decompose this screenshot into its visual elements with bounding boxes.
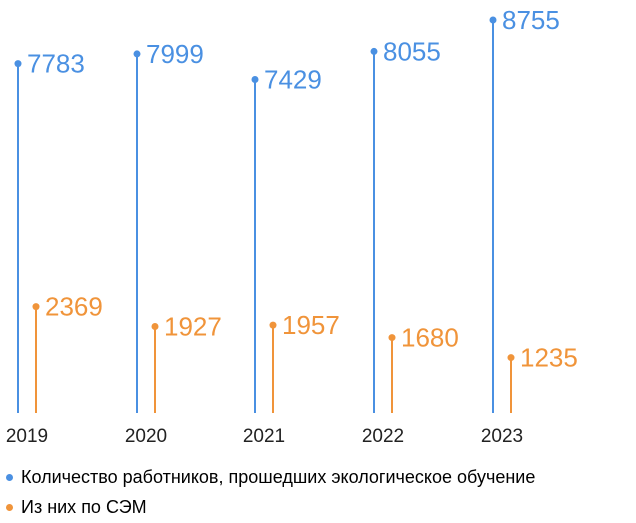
x-tick-label-2019: 2019 <box>6 426 48 447</box>
x-tick-label-2021: 2021 <box>243 426 285 447</box>
x-tick-label-2022: 2022 <box>362 426 404 447</box>
category-group-2019: 7783 2369 2019 <box>6 49 103 447</box>
category-group-2022: 8055 1680 2022 <box>362 36 459 447</box>
legend-item-sem: Из них по СЭМ <box>6 496 147 518</box>
value-label-sem-2020: 1927 <box>164 311 222 341</box>
x-tick-label-2023: 2023 <box>481 426 523 447</box>
value-label-total-trained-2019: 7783 <box>27 49 85 79</box>
value-label-total-trained-2021: 7429 <box>264 65 322 95</box>
category-group-2020: 7999 1927 2020 <box>125 39 222 447</box>
value-label-total-trained-2022: 8055 <box>383 36 441 66</box>
point-total-trained-2019 <box>14 60 22 68</box>
value-label-sem-2019: 2369 <box>45 292 103 322</box>
point-sem-2022 <box>388 334 396 342</box>
category-group-2021: 7429 1957 2021 <box>243 65 340 447</box>
value-label-sem-2022: 1680 <box>401 323 459 353</box>
value-label-total-trained-2023: 8755 <box>502 5 560 35</box>
category-group-2023: 8755 1235 2023 <box>481 5 578 447</box>
point-total-trained-2021 <box>251 76 259 84</box>
value-label-sem-2023: 1235 <box>520 343 578 373</box>
point-total-trained-2020 <box>133 50 141 58</box>
legend-marker-total-trained <box>6 473 13 481</box>
legend-item-total-trained: Количество работников, прошедших экологи… <box>6 466 535 488</box>
point-sem-2021 <box>269 321 277 329</box>
point-sem-2019 <box>32 303 40 311</box>
legend-marker-sem <box>6 503 13 511</box>
legend-label-total-trained: Количество работников, прошедших экологи… <box>21 467 536 487</box>
point-total-trained-2023 <box>489 16 497 24</box>
point-sem-2020 <box>151 322 159 330</box>
value-label-sem-2021: 1957 <box>282 310 340 340</box>
value-label-total-trained-2020: 7999 <box>146 39 204 69</box>
x-tick-label-2020: 2020 <box>125 426 167 447</box>
point-sem-2023 <box>507 354 515 362</box>
point-total-trained-2022 <box>370 47 378 55</box>
legend-label-sem: Из них по СЭМ <box>21 497 147 517</box>
lollipop-chart: 7783 2369 2019 7999 1927 2020 7429 1957 2021 8055… <box>6 5 578 447</box>
